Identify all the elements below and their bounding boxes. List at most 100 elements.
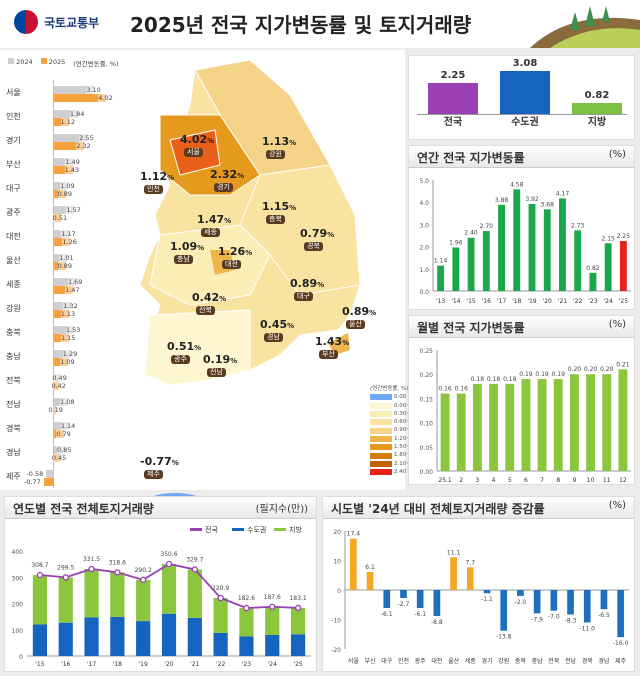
legend-swatch [190, 528, 202, 531]
summary-value: 0.82 [584, 89, 610, 101]
x-tick: '22 [573, 298, 582, 305]
value-2024: 1.01 [59, 254, 74, 262]
x-tick: '15 [466, 298, 475, 305]
value-2024: 1.69 [67, 278, 83, 286]
x-tick: 3 [476, 477, 480, 484]
data-label: 183.1 [289, 595, 306, 602]
bar [483, 590, 491, 594]
data-label: 7.7 [466, 559, 476, 566]
legend-item: 1.80~2.10 [370, 451, 423, 459]
x-tick: '21 [558, 298, 567, 305]
bar-provincial [213, 598, 228, 633]
bar-capital [84, 617, 99, 656]
bar [466, 567, 474, 590]
value-2024: 1.84 [69, 110, 85, 118]
bar [543, 209, 551, 291]
bar [500, 590, 508, 631]
x-tick: '21 [190, 661, 199, 668]
x-tick: '17 [87, 661, 96, 668]
data-label: -1.1 [481, 596, 493, 603]
axis-line [53, 80, 54, 488]
map-region-name: 인천 [144, 185, 163, 194]
ministry-logo: 국토교통부 [14, 10, 99, 34]
map-legend: (연간변동률, %) 0.00 이하0.00~0.300.30~0.600.60… [370, 385, 423, 476]
bar-capital [187, 617, 202, 656]
map-region-name: 전남 [207, 368, 226, 377]
data-label: 290.2 [135, 567, 152, 574]
value-2024: 1.57 [66, 206, 81, 214]
data-label: -2.0 [515, 599, 527, 606]
x-tick: 전북 [548, 657, 560, 665]
total-point [269, 603, 276, 610]
data-label: -6.5 [598, 612, 610, 619]
bar-capital [213, 632, 228, 656]
bar [521, 379, 531, 471]
map-region-name: 강원 [266, 150, 285, 159]
map-value-11: 0.45% [260, 318, 295, 331]
legend-label: 지방 [289, 525, 302, 534]
bar [528, 203, 536, 291]
bar-capital [32, 624, 48, 656]
x-tick: 충북 [515, 657, 527, 665]
x-tick: 8 [556, 477, 560, 484]
map-value-4: 1.15% [262, 200, 297, 213]
y-tick: 0.05 [420, 445, 434, 452]
x-tick: '13 [436, 298, 445, 305]
data-label: -2.7 [398, 601, 410, 608]
bar [550, 590, 558, 611]
total-point [88, 565, 95, 573]
value-2024: 1.53 [65, 326, 81, 334]
x-tick: '20 [543, 298, 552, 305]
regional-change-chart: -20 -10 0 10 20 17.4 서울 6.1 부산 -6.1 대구 -2.7 인천 -6.1 광주… [331, 529, 629, 665]
y-tick: 4.0 [419, 200, 429, 207]
data-label: 0.20 [600, 366, 614, 373]
x-tick: 서울 [348, 657, 360, 665]
bar-capital [290, 634, 306, 656]
region-label: 대구 [6, 184, 21, 193]
x-tick: '23 [588, 298, 597, 305]
value-2024: 0.85 [57, 446, 72, 454]
bar-capital [161, 613, 177, 656]
legend-label: 전국 [205, 525, 218, 534]
map-region-name: 경기 [214, 183, 233, 192]
summary-bar [572, 102, 622, 114]
x-tick: 강원 [498, 657, 509, 665]
x-tick: 제주 [615, 657, 627, 665]
map-region-name: 세종 [201, 228, 220, 237]
summary-value: 3.08 [512, 57, 538, 69]
bar [533, 590, 541, 614]
map-legend-items: 0.00 이하0.00~0.300.30~0.600.60~0.900.90~1… [370, 393, 423, 476]
map-region-name: 충남 [174, 255, 193, 264]
total-point [243, 604, 250, 612]
data-label: 6.1 [365, 564, 375, 571]
map-value-7: 1.26% [218, 245, 253, 258]
data-label: 1.96 [449, 239, 463, 246]
x-tick: 6 [524, 477, 528, 484]
data-label: 0.16 [455, 386, 469, 393]
bar-capital [136, 621, 151, 656]
map-region-name: 대구 [294, 292, 313, 301]
legend-label: 수도권 [247, 526, 266, 534]
map-region-name: 대전 [222, 260, 241, 269]
taegeuk-icon [14, 10, 38, 34]
data-label: 2.25 [617, 233, 631, 240]
data-label: 3.88 [495, 197, 509, 204]
x-tick: '16 [482, 298, 491, 305]
value-2024: 0.49 [52, 374, 67, 382]
region-label: 경기 [6, 136, 21, 145]
data-label: 331.5 [83, 556, 100, 563]
y-tick: -20 [331, 647, 341, 654]
y-tick: 0.10 [420, 421, 434, 428]
bar-capital [265, 635, 280, 656]
regional-unit: (연간변동률, %) [73, 60, 119, 68]
region-label: 부산 [6, 160, 21, 169]
map-value-1: 1.12% [140, 170, 175, 183]
bar-2024 [46, 470, 54, 478]
bar-2024 [54, 350, 71, 358]
x-tick: '25 [619, 298, 628, 305]
map-value-3: 1.13% [262, 135, 297, 148]
data-label: -13.8 [496, 634, 512, 641]
value-2024: 1.29 [62, 350, 78, 358]
data-label: 17.4 [347, 531, 361, 538]
busan-shape [328, 333, 350, 355]
